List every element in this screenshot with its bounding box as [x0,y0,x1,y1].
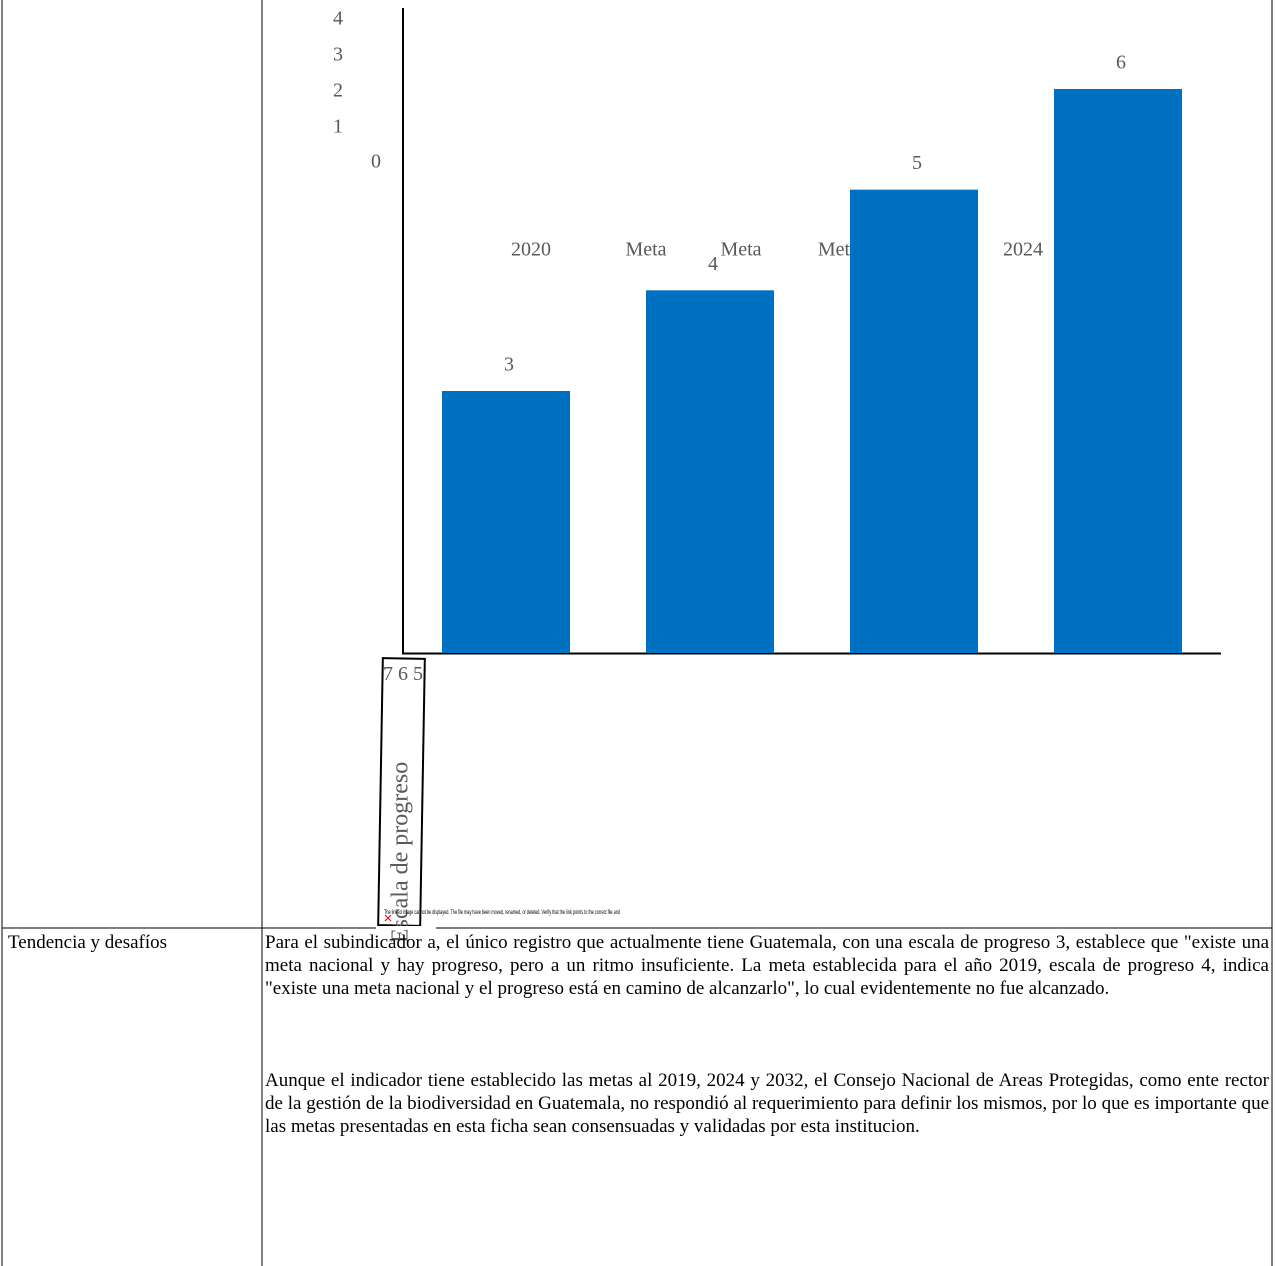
data-label: 3 [504,354,514,376]
axis-label: 1 [333,116,343,138]
broken-image-icon [384,914,392,922]
paragraph: Para el subindicador a, el único registr… [265,932,1269,999]
bar [442,390,570,653]
axis-title-frame [377,657,426,927]
cover [376,926,436,930]
chart: 4 3 2 1 0 7 6 5 2020 Meta Meta Met 2024 3 4 5 6 Escala … [333,8,1182,943]
paragraph: Aunque el indicador tiene establecido la… [265,1070,1269,1137]
axis-label: 2 [333,80,343,102]
axis-label: 0 [371,151,381,173]
row-label: Tendencia y desafíos [8,932,168,953]
data-label: 6 [1116,52,1126,74]
category-label: 2024 [1003,239,1043,261]
axis-label: 3 [333,44,343,66]
bar [1054,88,1182,654]
category-label: Met [818,239,851,261]
bar [646,290,774,653]
axis-label: 4 [333,8,343,30]
category-label: Meta [625,239,666,261]
data-label: 4 [708,253,718,275]
category-label: Meta [720,239,761,261]
data-label: 5 [912,152,922,174]
axis-title: Escala de progreso [388,762,414,943]
bar [850,189,978,653]
axis-label: 7 6 5 [383,663,423,685]
category-label: 2020 [511,239,551,261]
broken-image-text: The linked image cannot be displayed. Th… [384,910,620,916]
